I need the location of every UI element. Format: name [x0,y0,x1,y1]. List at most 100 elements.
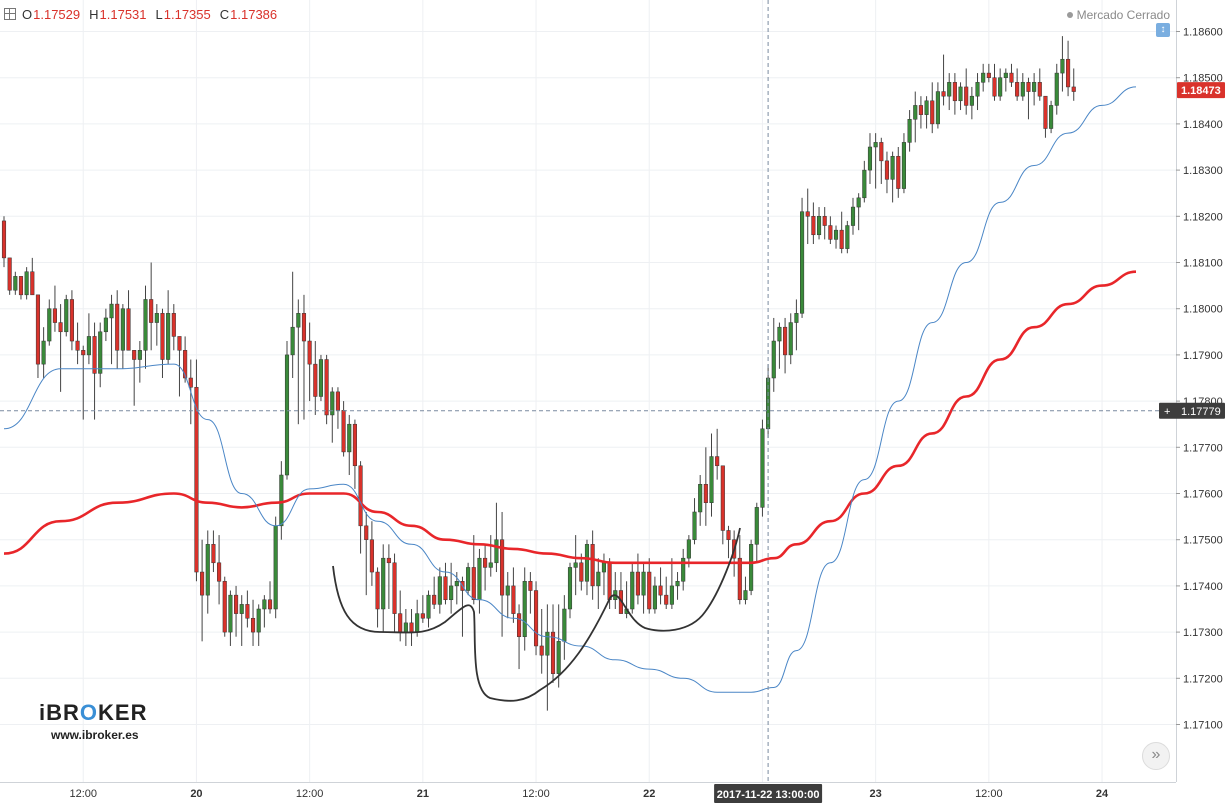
candle-body [862,169,867,199]
candle-body [652,585,657,610]
candle-body [1,220,7,259]
candle-body [890,155,895,180]
candle-body [279,474,284,527]
y-tick-label: 1.17400 [1183,581,1223,593]
candle [528,572,533,614]
status-dot-icon [1066,12,1073,18]
candle-body [205,544,210,596]
candle-body [109,303,114,319]
high-label: H [89,7,99,22]
candle-body [805,211,810,217]
candle [494,502,499,573]
candle [981,63,986,92]
candle-body [92,336,97,374]
candle [896,147,901,198]
low-value: 1.17355 [163,7,211,22]
candle [392,553,397,633]
candle [352,419,357,489]
candle [1060,36,1065,92]
candle-body [935,91,940,125]
candle-body [194,386,199,573]
candle-body [811,216,816,236]
y-tick-label: 1.17900 [1183,350,1223,362]
candle [720,465,725,545]
candle-body [471,567,476,601]
candle [398,590,403,642]
logo-url: www.ibroker.es [51,728,139,742]
candle-body [952,82,957,102]
candle [24,267,29,300]
candle [437,567,442,614]
candle-body [290,326,295,356]
legend-toggle-icon[interactable] [4,8,16,20]
candle [426,590,431,628]
candle [228,590,233,646]
candle [562,595,567,660]
candle-body [517,613,522,637]
candle-body [1032,82,1037,92]
candle [884,151,890,194]
candle-body [273,525,278,610]
candle [358,461,363,554]
close-value: 1.17386 [230,7,278,22]
candle-body [930,100,935,125]
candle [403,609,408,646]
x-tick-label: 12:00 [522,788,550,800]
candle-body [488,562,493,568]
candle-body [658,585,663,596]
candle-body [41,340,46,365]
candle [98,322,103,388]
candle [1032,73,1037,106]
scale-settings-icon[interactable]: ↕ [1156,23,1170,37]
candle [137,341,142,383]
candle [669,558,674,609]
drawn-pattern-annotation [332,527,741,702]
candle-body [964,86,969,106]
candle-body [98,331,103,374]
y-tick-label: 1.18200 [1183,211,1223,223]
candle-body [975,82,980,97]
candle [879,137,884,184]
candle [913,91,918,143]
candle-body [494,539,499,564]
candle-body [171,313,176,337]
candle [522,567,527,651]
candle-body [992,77,997,97]
candle-body [75,340,80,351]
candle-body [7,257,12,291]
logo-name: iBROKER [39,700,148,725]
candle-body [126,308,131,351]
candle-body [584,544,590,582]
candle [805,188,810,245]
candle [324,354,329,425]
candle [760,419,765,517]
candle-body [426,594,431,619]
candle [743,576,748,605]
candle [992,63,997,101]
candle [211,530,216,573]
candle-body [1066,58,1071,88]
candle-body [567,567,573,610]
candle-body [635,571,640,596]
candle [154,304,159,346]
crosshair-time-badge [714,784,823,803]
candle-body [607,562,612,601]
fast-moving-average-line [3,86,1137,693]
candle-body [816,216,822,236]
candle-body [432,594,437,605]
candle-body [222,581,227,633]
candle-body [845,225,850,249]
candle [222,576,227,637]
scroll-to-realtime-button[interactable]: » [1142,742,1170,770]
candle [873,133,878,189]
candle-body [30,271,35,296]
candle-body [1026,82,1031,92]
candle [1071,68,1076,101]
candle-body [743,590,748,601]
candle-body [947,82,952,97]
candle-body [301,313,307,342]
candle [969,86,974,120]
candle-body [539,645,544,656]
candle [1003,68,1008,92]
